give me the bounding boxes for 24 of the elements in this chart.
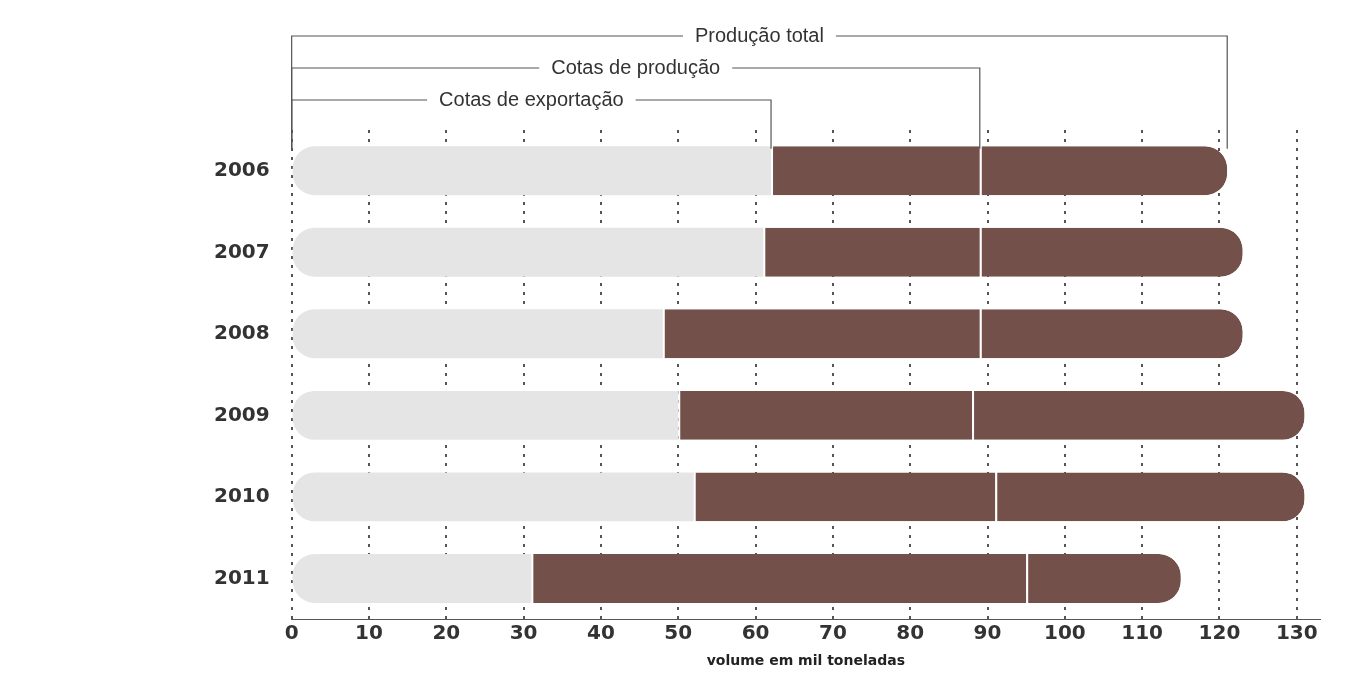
- x-tick-label: 60: [741, 620, 770, 645]
- x-tick-label: 50: [664, 620, 693, 645]
- x-tick-label: 30: [509, 620, 538, 645]
- x-tick-label: 0: [284, 620, 299, 645]
- x-tick-label: 10: [355, 620, 383, 645]
- x-tick-label: 110: [1121, 620, 1164, 645]
- series-label: Cotas de exportação: [439, 87, 624, 110]
- x-tick-label: 20: [432, 620, 461, 645]
- x-tick-label: 70: [818, 620, 847, 645]
- y-tick-label: 2006: [213, 156, 270, 181]
- y-tick-label: 2008: [213, 320, 270, 345]
- x-axis-title: volume em mil toneladas: [706, 652, 905, 669]
- y-tick-label: 2007: [213, 238, 270, 263]
- x-tick-label: 90: [973, 620, 1002, 645]
- x-tick-label: 100: [1043, 620, 1086, 645]
- y-tick-label: 2009: [213, 401, 270, 426]
- x-tick-label: 40: [587, 620, 615, 645]
- x-tick-label: 120: [1198, 620, 1241, 645]
- text: Produção total: [694, 23, 824, 46]
- y-tick-label: 2011: [213, 564, 270, 589]
- x-tick-label: 130: [1275, 620, 1318, 645]
- x-tick-label: 80: [896, 620, 925, 645]
- y-tick-label: 2010: [213, 483, 270, 508]
- text: Cotas de produção: [551, 55, 721, 78]
